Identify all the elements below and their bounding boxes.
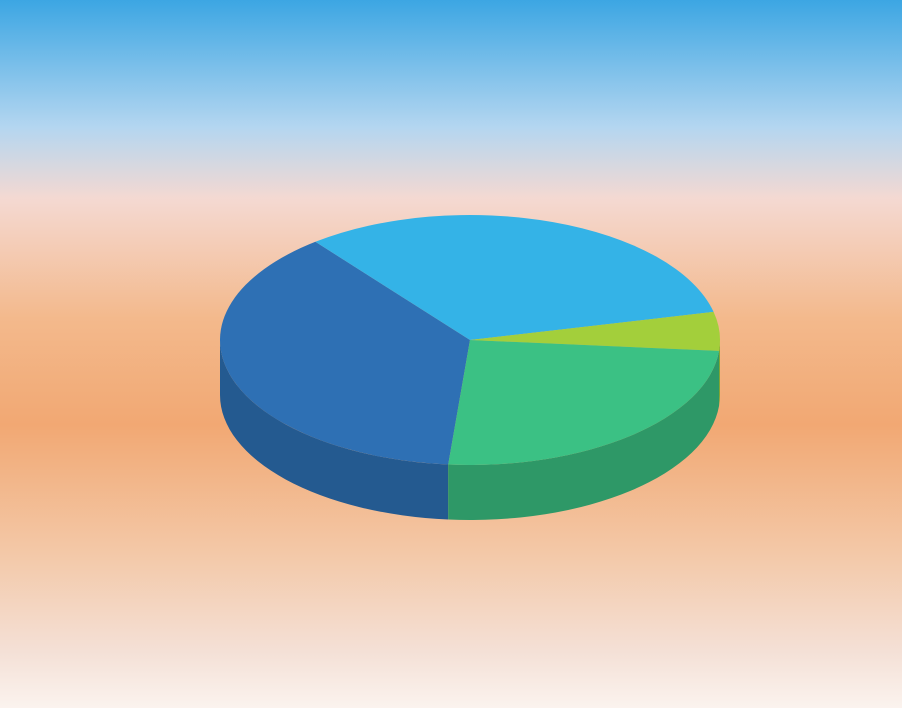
- pie-chart: [0, 0, 902, 708]
- pie-top: [220, 215, 720, 465]
- chart-canvas: [0, 0, 902, 708]
